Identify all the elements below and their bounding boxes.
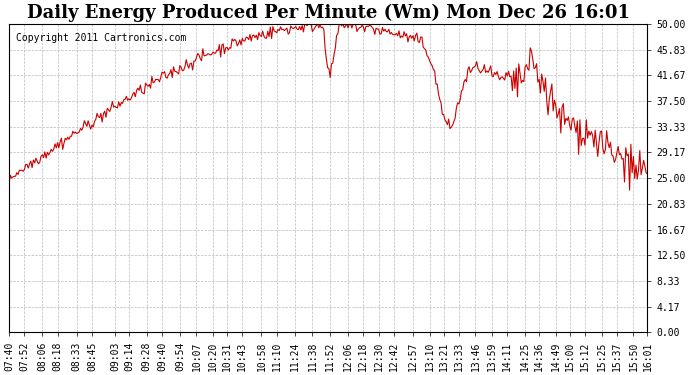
- Text: Copyright 2011 Cartronics.com: Copyright 2011 Cartronics.com: [16, 33, 186, 43]
- Title: Daily Energy Produced Per Minute (Wm) Mon Dec 26 16:01: Daily Energy Produced Per Minute (Wm) Mo…: [27, 4, 630, 22]
